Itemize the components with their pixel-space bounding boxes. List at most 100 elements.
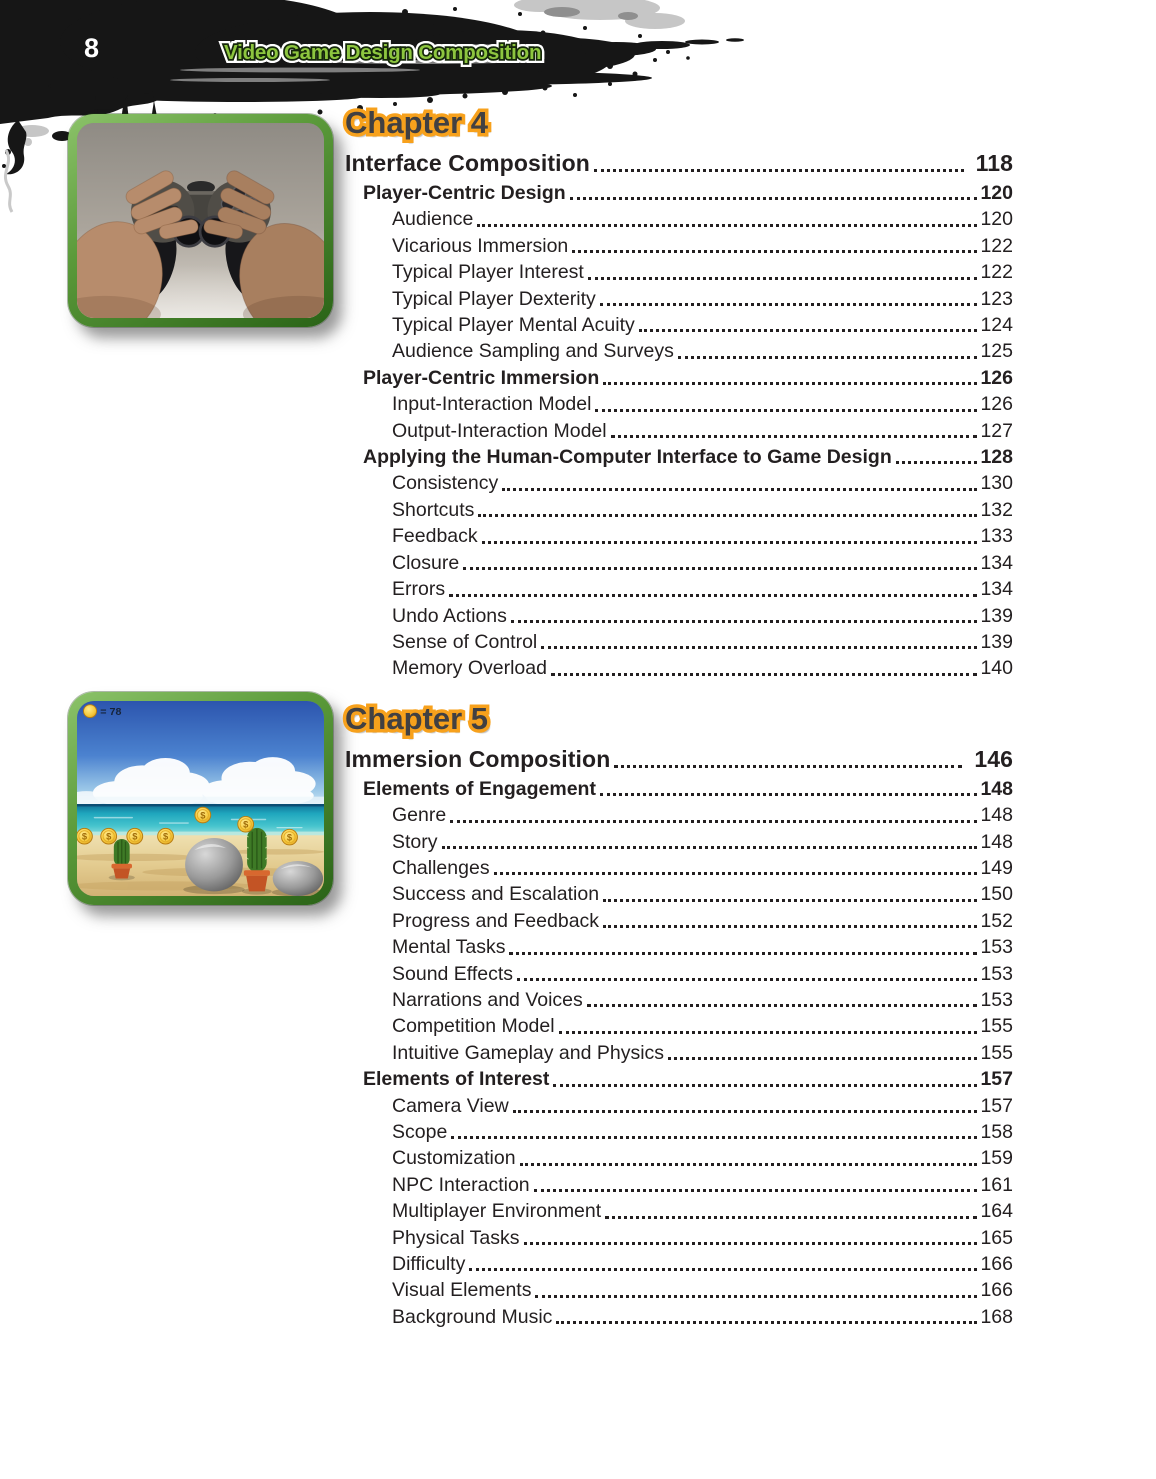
svg-text:$: $ [243, 820, 249, 830]
toc-entry-label: Feedback [392, 525, 478, 548]
chapter-heading-text: Chapter 4 [345, 105, 488, 140]
toc-entry-page: 165 [980, 1226, 1013, 1249]
toc-entry-row: Challenges 149 [345, 855, 1013, 881]
toc-entry-page: 155 [980, 1015, 1013, 1038]
toc-entry-row: Applying the Human-Computer Interface to… [345, 444, 1013, 470]
toc-entry-page: 133 [980, 525, 1013, 548]
toc-entry-row: Shortcuts 132 [345, 497, 1013, 523]
toc-entry-label: Challenges [392, 856, 490, 879]
toc-entry-row: Multiplayer Environment 164 [345, 1198, 1013, 1224]
toc-entry-row: Visual Elements 166 [345, 1277, 1013, 1303]
toc-entry-label: Input-Interaction Model [392, 393, 592, 416]
toc-entry-row: Output-Interaction Model 127 [345, 418, 1013, 444]
figure-controller-photo [68, 114, 333, 327]
dot-leader [668, 1057, 978, 1061]
toc-entry-row: Vicarious Immersion 122 [345, 233, 1013, 259]
toc-entry-page: 158 [980, 1121, 1013, 1143]
dot-leader [593, 169, 964, 172]
toc-entry-row: Elements of Engagement 148 [345, 776, 1013, 802]
toc-entry-page: 166 [980, 1253, 1013, 1276]
dot-leader [603, 898, 978, 902]
coin-count-text: = 78 [100, 706, 121, 718]
toc: Chapter 4 Chapter 4 Interface Compositio… [342, 102, 1013, 1331]
toc-entry-page: 153 [980, 988, 1013, 1011]
toc-entry-label: Elements of Engagement [363, 777, 596, 800]
svg-text:$: $ [82, 831, 88, 841]
toc-entry-row: Camera View 157 [345, 1093, 1013, 1119]
dot-leader [449, 593, 978, 597]
dot-leader [510, 619, 978, 623]
book-title-dark-layer: Video Game Design Composition [222, 39, 543, 66]
dot-leader [450, 819, 978, 823]
toc-entry-row: Physical Tasks 165 [345, 1225, 1013, 1251]
toc-entry-page: 122 [980, 234, 1013, 257]
toc-entry-page: 123 [980, 287, 1013, 310]
figure-game-screenshot: $ $ $ $ $ $ $ = 78 [68, 692, 333, 905]
toc-entry-label: Typical Player Interest [392, 261, 584, 284]
toc-entry-row: Consistency 130 [345, 470, 1013, 496]
toc-entry-row: Mental Tasks 153 [345, 934, 1013, 960]
toc-chapter-title: Interface Composition [345, 150, 590, 176]
dot-leader [558, 1030, 978, 1034]
toc-entry-page: 168 [980, 1305, 1013, 1328]
svg-text:$: $ [106, 831, 112, 841]
toc-entry-label: Background Music [392, 1305, 553, 1328]
toc-entry-row: Errors 134 [345, 576, 1013, 602]
dot-leader [595, 408, 978, 412]
dot-leader [572, 250, 978, 254]
toc-entry-row: Typical Player Interest 122 [345, 259, 1013, 285]
dot-leader [541, 646, 978, 650]
dot-leader [481, 540, 978, 544]
toc-chapter-page: 146 [974, 745, 1013, 772]
dot-leader [509, 951, 978, 955]
dot-leader [523, 1242, 978, 1246]
toc-entry-label: Audience Sampling and Surveys [392, 340, 674, 363]
toc-entry-page: 148 [980, 777, 1013, 800]
toc-entry-page: 152 [980, 909, 1013, 932]
toc-entry-row: Undo Actions 139 [345, 603, 1013, 629]
dot-leader [535, 1294, 978, 1298]
game-screenshot-art: $ $ $ $ $ $ $ = 78 [77, 701, 324, 896]
controller-photo-art [77, 123, 324, 318]
toc-entry-row: NPC Interaction 161 [345, 1172, 1013, 1198]
dot-leader [502, 487, 978, 491]
toc-entry-label: Genre [392, 804, 447, 827]
dot-leader [638, 329, 978, 333]
page-number: 8 [84, 33, 100, 63]
dot-leader [895, 461, 978, 465]
toc-entry-row: Sense of Control 139 [345, 629, 1013, 655]
toc-entry-row: Customization 159 [345, 1145, 1013, 1171]
toc-entry-row: Sound Effects 153 [345, 961, 1013, 987]
toc-entry-label: Mental Tasks [392, 936, 506, 959]
toc-entry-row: Story 148 [345, 829, 1013, 855]
toc-entries: Elements of Engagement 148 Genre 148 Story 14… [345, 776, 1013, 1331]
book-title-outline-layer: Video Game Design Composition [220, 37, 546, 68]
toc-entry-label: Competition Model [392, 1015, 555, 1038]
toc-entry-page: 149 [980, 856, 1013, 879]
toc-entry-row: Scope 158 [345, 1119, 1013, 1145]
toc-entry-row: Audience 120 [345, 206, 1013, 232]
header-grunge-art [0, 0, 744, 213]
toc-entry-label: Output-Interaction Model [392, 419, 607, 442]
toc-chapter: Chapter 4 Chapter 4 Interface Compositio… [342, 102, 1013, 682]
toc-entry-page: 127 [980, 419, 1013, 442]
toc-entry-page: 157 [980, 1094, 1013, 1117]
toc-entry-page: 134 [980, 578, 1013, 601]
toc-entries: Player-Centric Design 120 Audience 120 Vicar… [345, 180, 1013, 682]
toc-entry-page: 157 [980, 1068, 1013, 1091]
dot-leader [553, 1083, 978, 1087]
toc-chapter-title-row: Interface Composition 118 [345, 146, 1013, 180]
toc-entry-label: Progress and Feedback [392, 909, 600, 932]
toc-entry-page: 120 [980, 208, 1013, 231]
toc-entry-row: Intuitive Gameplay and Physics 155 [345, 1040, 1013, 1066]
toc-entry-row: Memory Overload 140 [345, 655, 1013, 681]
dot-leader [451, 1136, 978, 1140]
book-title-text: Video Game Design Composition [224, 41, 542, 64]
toc-chapter-title-row: Immersion Composition 146 [345, 742, 1013, 776]
toc-entry-page: 139 [980, 630, 1013, 653]
dot-leader [512, 1110, 978, 1113]
toc-entry-label: Difficulty [392, 1253, 466, 1276]
toc-entry-label: Consistency [392, 472, 499, 495]
toc-entry-label: Player-Centric Immersion [363, 366, 600, 389]
toc-entry-row: Player-Centric Immersion 126 [345, 365, 1013, 391]
